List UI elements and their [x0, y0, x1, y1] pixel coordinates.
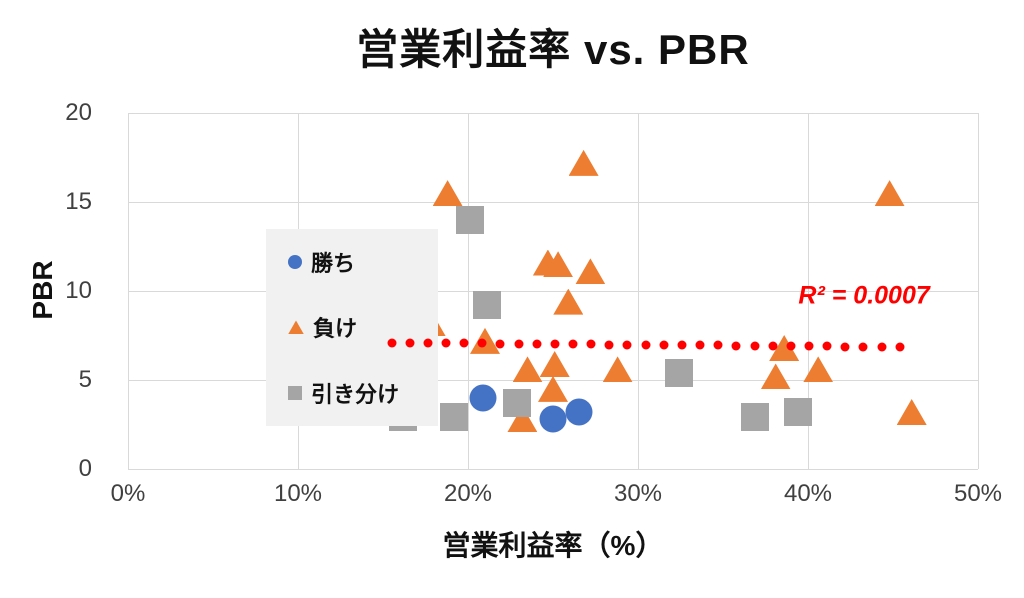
x-tick-label: 0% — [110, 480, 146, 507]
trendline-dot — [750, 341, 760, 351]
data-point-triangle — [512, 356, 543, 383]
legend-item: 負け — [288, 311, 438, 343]
trendline-dot — [858, 342, 868, 352]
x-tick-label: 20% — [443, 480, 493, 507]
legend: 勝ち 負け 引き分け — [266, 229, 438, 426]
y-tick-label: 0 — [78, 455, 92, 482]
trendline-dot — [387, 338, 396, 348]
legend-label: 引き分け — [311, 382, 400, 408]
trendline-dot — [532, 339, 542, 349]
trendline-dot — [423, 338, 433, 348]
data-point-triangle — [896, 399, 927, 426]
trendline-dot — [405, 338, 415, 348]
gridline-horizontal — [128, 202, 978, 203]
data-point-square — [455, 205, 484, 234]
gridline-horizontal — [128, 113, 978, 114]
legend-item: 勝ち — [288, 246, 438, 278]
data-point-triangle — [760, 363, 791, 390]
data-point-square — [503, 389, 532, 418]
data-point-triangle — [432, 180, 463, 207]
trendline-dot — [713, 340, 723, 350]
trendline-dot — [877, 342, 887, 352]
trendline-dot — [641, 340, 651, 350]
legend-square-icon — [288, 386, 302, 401]
data-point-square — [664, 358, 693, 387]
trendline-dot — [731, 341, 741, 351]
data-point-square — [440, 403, 469, 432]
trendline-dot — [568, 339, 578, 349]
x-tick-label: 50% — [953, 480, 1003, 507]
gridline-horizontal — [128, 291, 978, 292]
data-point-triangle — [568, 149, 599, 176]
trendline-dot — [459, 338, 469, 348]
data-point-triangle — [575, 258, 606, 285]
trendline-dot — [495, 339, 505, 349]
trendline-dot — [895, 342, 905, 352]
trendline-dot — [514, 339, 524, 349]
x-axis-tick-labels: 0% 10% 20% 30% 40% 50% — [111, 480, 1002, 514]
x-axis-title: 営業利益率（%） — [442, 530, 664, 561]
data-point-triangle — [874, 180, 905, 207]
trendline-dot — [822, 341, 832, 351]
trendline-dot — [804, 341, 814, 351]
x-tick-label: 30% — [613, 480, 663, 507]
legend-label: 勝ち — [311, 250, 356, 276]
trendline-dot — [840, 342, 850, 352]
legend-item: 引き分け — [288, 377, 438, 409]
data-point-circle — [565, 398, 592, 426]
data-point-triangle — [602, 356, 633, 383]
legend-label: 負け — [313, 316, 358, 342]
trendline-dot — [677, 340, 687, 350]
data-point-circle — [539, 405, 567, 433]
trendline-dot — [441, 338, 451, 348]
trendline-dot — [622, 340, 632, 350]
x-tick-label: 10% — [273, 480, 323, 507]
chart-title: 営業利益率 vs. PBR — [356, 26, 750, 73]
trendline-dot — [586, 339, 596, 349]
trendline-dot — [477, 338, 487, 348]
trendline-dot — [695, 340, 705, 350]
legend-triangle-icon — [288, 320, 304, 335]
data-point-square — [472, 291, 501, 320]
y-tick-label: 10 — [65, 277, 92, 304]
gridline-vertical — [978, 113, 979, 469]
y-axis-tick-labels: 0 5 10 15 20 — [0, 99, 110, 482]
trendline-dot — [768, 341, 778, 351]
y-tick-label: 5 — [78, 366, 92, 393]
legend-circle-icon — [288, 254, 302, 269]
y-tick-label: 20 — [65, 99, 92, 126]
data-point-square — [783, 398, 812, 427]
trendline-dot — [550, 339, 560, 349]
gridline-horizontal — [128, 469, 978, 470]
trendline-dot — [604, 340, 614, 350]
y-tick-label: 15 — [65, 188, 92, 215]
x-tick-label: 40% — [783, 480, 833, 507]
trendline-dot — [659, 340, 669, 350]
plot-area: 勝ち負け引き分け R² = 0.0007 — [128, 113, 979, 470]
data-point-square — [741, 403, 770, 432]
r-squared-label: R² = 0.0007 — [798, 281, 930, 310]
data-point-triangle — [553, 288, 584, 315]
data-point-circle — [469, 384, 497, 412]
trendline-dot — [786, 341, 796, 351]
data-point-triangle — [539, 350, 570, 377]
